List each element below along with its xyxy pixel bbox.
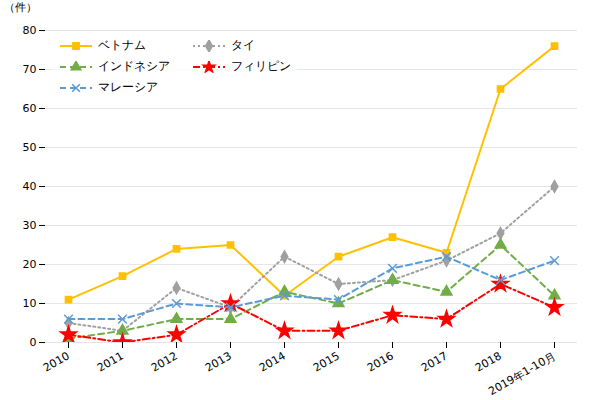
svg-text:80: 80 (23, 24, 37, 37)
svg-text:0: 0 (30, 336, 37, 349)
svg-text:10: 10 (23, 297, 37, 310)
svg-text:2014: 2014 (257, 349, 288, 374)
svg-text:70: 70 (23, 63, 37, 76)
html-text:ベトナム: ベトナム (98, 38, 146, 52)
svg-text:2017: 2017 (419, 349, 450, 374)
svg-text:2013: 2013 (203, 349, 234, 374)
svg-text:（件）: （件） (4, 1, 37, 14)
svg-text:2010: 2010 (41, 349, 72, 374)
html-text:タイ: タイ (231, 38, 255, 52)
svg-text:50: 50 (23, 141, 37, 154)
svg-text:2012: 2012 (149, 349, 180, 374)
svg-text:2016: 2016 (365, 349, 396, 374)
html-text:インドネシア: インドネシア (98, 59, 170, 73)
svg-text:2018: 2018 (473, 349, 504, 374)
svg-text:20: 20 (23, 258, 37, 271)
svg-text:60: 60 (23, 102, 37, 115)
svg-text:40: 40 (23, 180, 37, 193)
html-text:マレーシア: マレーシア (98, 80, 158, 94)
svg-text:2011: 2011 (95, 349, 126, 374)
svg-text:2015: 2015 (311, 349, 342, 374)
html-text:フィリピン: フィリピン (231, 59, 291, 73)
svg-text:2019年1-10月: 2019年1-10月 (486, 349, 557, 398)
svg-text:30: 30 (23, 219, 37, 232)
